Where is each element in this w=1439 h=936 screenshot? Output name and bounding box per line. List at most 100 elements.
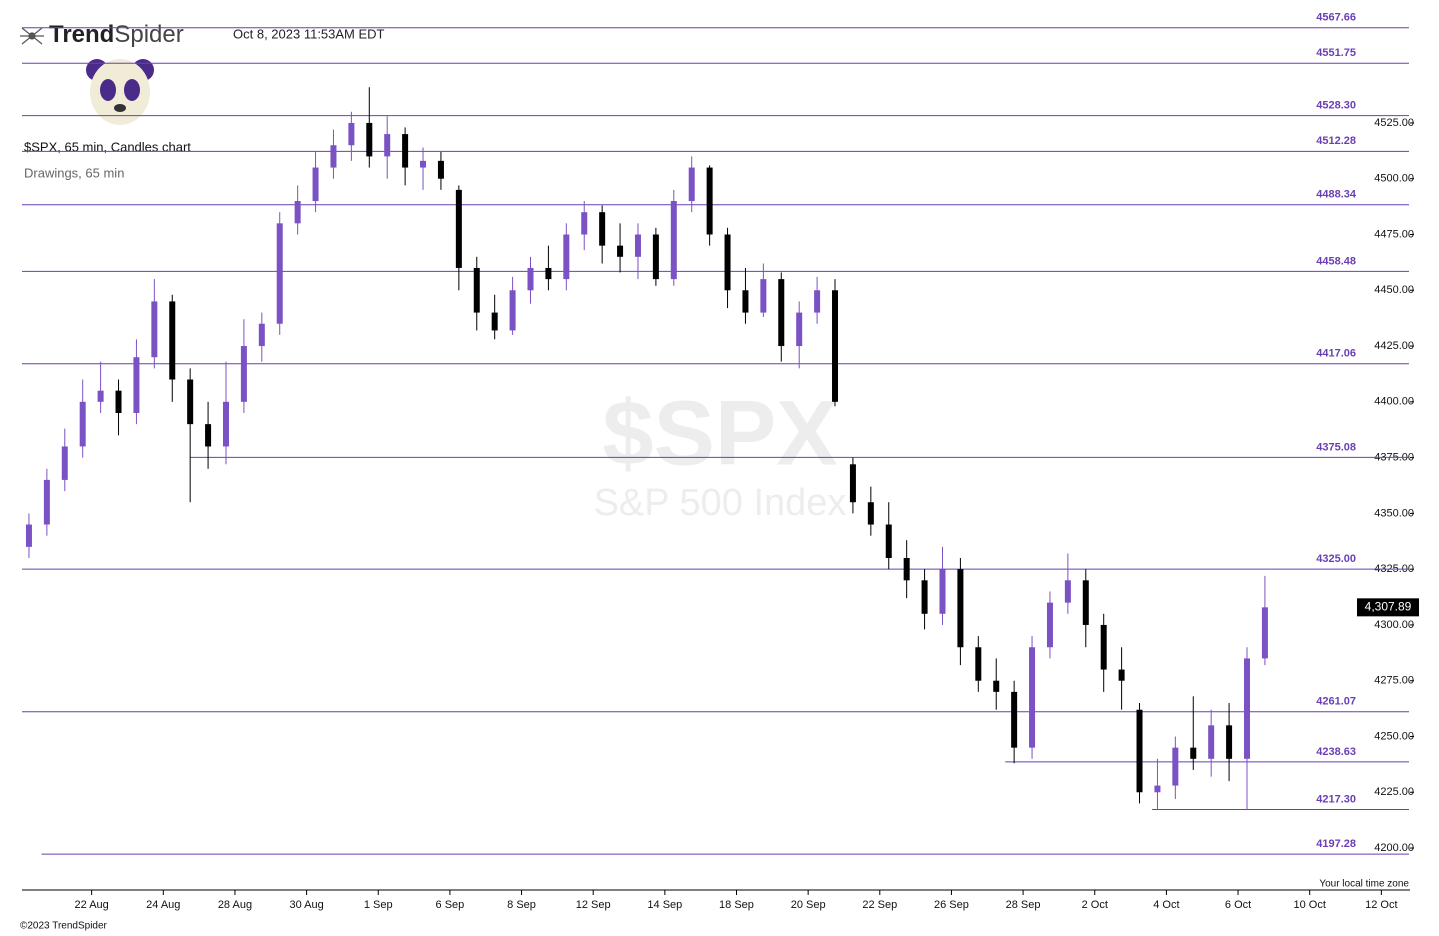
- candle-body: [1261, 607, 1268, 659]
- candle-body: [903, 558, 910, 581]
- watermark-subtitle: S&P 500 Index: [594, 482, 847, 524]
- x-tick-label: 14 Sep: [647, 899, 682, 911]
- level-label: 4417.06: [1316, 348, 1356, 360]
- candle-body: [688, 167, 695, 202]
- candle-body: [187, 379, 194, 425]
- chart-title: $SPX, 65 min, Candles chart: [24, 139, 191, 154]
- footer: ©2023 TrendSpider: [20, 921, 108, 932]
- y-tick-label: 4250.00: [1374, 730, 1414, 742]
- y-tick-label: 4350.00: [1374, 507, 1414, 519]
- candle-body: [760, 279, 767, 313]
- candle-body: [617, 245, 624, 257]
- brand-bold: Trend: [49, 21, 114, 48]
- candle-body: [1136, 709, 1143, 793]
- candle-body: [545, 267, 552, 280]
- level-label: 4375.08: [1316, 441, 1356, 453]
- candle-body: [814, 290, 821, 313]
- level-label: 4528.30: [1316, 99, 1356, 111]
- candle-body: [1029, 647, 1036, 748]
- candle-body: [1118, 669, 1125, 681]
- candle-body: [742, 290, 749, 313]
- candle-body: [1208, 725, 1215, 759]
- candle-body: [1064, 580, 1071, 603]
- candle-body: [1100, 624, 1107, 670]
- candle-body: [1154, 785, 1161, 793]
- x-tick-label: 12 Sep: [576, 899, 611, 911]
- candle-body: [670, 201, 677, 280]
- level-label: 4197.28: [1316, 838, 1356, 850]
- candle-body: [1082, 580, 1089, 625]
- x-tick-label: 20 Sep: [791, 899, 826, 911]
- candle-body: [169, 301, 176, 380]
- x-tick-label: 24 Aug: [146, 899, 180, 911]
- candle-body: [599, 212, 606, 246]
- level-label: 4488.34: [1316, 189, 1357, 201]
- y-tick-label: 4525.00: [1374, 117, 1414, 129]
- candle-body: [885, 524, 892, 559]
- candle-body: [1172, 747, 1179, 786]
- candle-body: [652, 234, 659, 280]
- candle-body: [778, 279, 785, 347]
- candle-body: [634, 234, 641, 257]
- candle-body: [1226, 725, 1233, 759]
- candle-body: [115, 390, 122, 413]
- candle-body: [724, 234, 731, 291]
- candle-body: [581, 212, 588, 235]
- last-price-label: 4,307.89: [1365, 600, 1412, 614]
- chart-subtitle: Drawings, 65 min: [24, 165, 124, 180]
- candle-body: [25, 524, 32, 547]
- candle-body: [939, 569, 946, 614]
- candle-body: [455, 189, 462, 268]
- candle-body: [43, 479, 50, 525]
- candle-body: [473, 267, 480, 313]
- candle-body: [491, 312, 498, 331]
- brand: TrendSpider: [49, 21, 184, 48]
- level-label: 4567.66: [1316, 12, 1356, 24]
- x-tick-label: 6 Oct: [1225, 899, 1251, 911]
- candle-body: [957, 569, 964, 648]
- candle-body: [79, 401, 86, 447]
- time-zone-note: Your local time zone: [1319, 879, 1409, 890]
- candle-body: [384, 134, 391, 157]
- candle-body: [61, 446, 68, 480]
- watermark: $SPX: [602, 382, 837, 484]
- candle-body: [222, 401, 229, 447]
- x-tick-label: 22 Aug: [75, 899, 109, 911]
- x-tick-label: 30 Aug: [289, 899, 323, 911]
- x-tick-label: 8 Sep: [507, 899, 536, 911]
- logo-icon: [20, 27, 44, 45]
- level-label: 4458.48: [1316, 255, 1356, 267]
- candle-body: [258, 323, 265, 347]
- candle-body: [832, 290, 839, 402]
- level-label: 4217.30: [1316, 793, 1356, 805]
- candle-body: [97, 390, 104, 402]
- x-tick-label: 26 Sep: [934, 899, 969, 911]
- y-tick-label: 4450.00: [1374, 284, 1414, 296]
- candle-body: [294, 201, 301, 224]
- candle-body: [402, 134, 409, 168]
- candle-body: [921, 580, 928, 614]
- candle-body: [1011, 691, 1018, 748]
- x-tick-label: 28 Sep: [1006, 899, 1041, 911]
- candle-body: [563, 234, 570, 280]
- candle-body: [867, 502, 874, 525]
- candles: [25, 87, 1268, 811]
- candle-body: [1046, 602, 1053, 648]
- x-tick-label: 10 Oct: [1293, 899, 1325, 911]
- candle-body: [366, 122, 373, 157]
- level-label: 4551.75: [1316, 47, 1356, 59]
- candle-body: [1190, 747, 1197, 759]
- candle-body: [849, 464, 856, 503]
- timestamp: Oct 8, 2023 11:53AM EDT: [233, 26, 385, 41]
- candle-body: [205, 424, 212, 447]
- x-tick-label: 12 Oct: [1365, 899, 1397, 911]
- level-label: 4512.28: [1316, 135, 1356, 147]
- candle-body: [706, 167, 713, 235]
- candle-body: [276, 223, 283, 324]
- candle-body: [796, 312, 803, 347]
- candle-body: [312, 167, 319, 202]
- level-label: 4238.63: [1316, 746, 1356, 758]
- y-tick-label: 4425.00: [1374, 340, 1414, 352]
- y-tick-label: 4275.00: [1374, 675, 1414, 687]
